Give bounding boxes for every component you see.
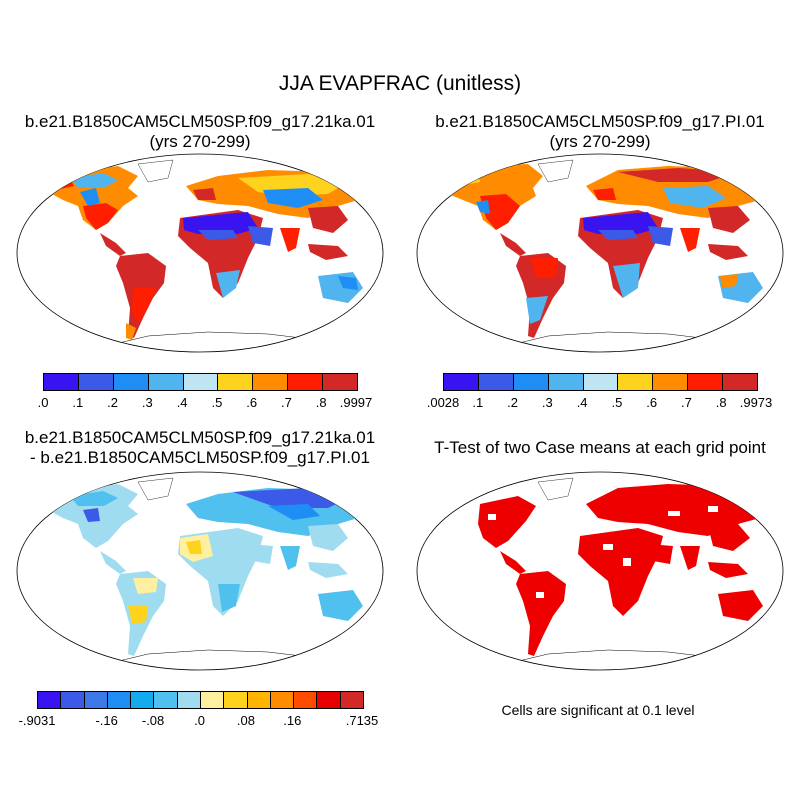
colorbar-tick-label: .08 [236,713,255,728]
panel-title-21ka-line2: (yrs 270-299) [149,132,251,151]
figure-title: JJA EVAPFRAC (unitless) [278,72,522,95]
land-field [438,159,766,349]
colorbar-tick-label: .2 [107,395,118,410]
colorbar-pi [443,373,758,391]
colorbar-segment [270,692,295,708]
colorbar-segment [38,692,62,708]
colorbar-tick-label: -.9031 [18,713,56,728]
significance-note: Cells are significant at 0.1 level [501,702,695,718]
colorbar-tick-label: .9973 [739,395,773,410]
panel-title-ttest: T-Test of two Case means at each grid po… [434,438,766,457]
colorbar-tick-label: .0 [37,395,49,410]
colorbar-segment [583,374,619,390]
colorbar-segment [688,374,724,390]
colorbar-tick-label: .5 [211,395,223,410]
panel-title-pi-line2: (yrs 270-299) [549,132,651,151]
colorbar-tick-label: .9997 [339,395,373,410]
colorbar-tick-label: .5 [611,395,623,410]
colorbar-segment [288,374,324,390]
panel-title-21ka: b.e21.B1850CAM5CLM50SP.f09_g17.21ka.01 (… [0,112,400,152]
map-difference [16,471,384,671]
land-field [48,477,363,667]
colorbar-segment [107,692,132,708]
colorbar-tick-label: .3 [541,395,553,410]
colorbar-tick-label: .6 [646,395,658,410]
colorbar-segment [723,374,758,390]
colorbar-segment [618,374,654,390]
colorbar-segment [548,374,584,390]
colorbar-segment [44,374,79,390]
colorbar-tick-label: .0028 [426,395,460,410]
colorbar-segment [177,692,201,708]
non-significant-cells [488,506,718,598]
colorbar-tick-label: -.08 [141,713,165,728]
colorbar-segment [113,374,149,390]
colorbar-segment [478,374,514,390]
colorbar-tick-label: .0 [194,713,205,728]
colorbar-tick-label: .4 [576,395,588,410]
colorbar-segment [323,374,358,390]
map-pi [416,153,784,353]
colorbar-tick-label: .8 [715,395,727,410]
colorbar-segment [653,374,689,390]
colorbar-tick-label: .2 [507,395,518,410]
colorbar-tick-label: .7 [281,395,292,410]
panel-title-21ka-line1: b.e21.B1850CAM5CLM50SP.f09_g17.21ka.01 [24,112,376,131]
colorbar-segment [444,374,479,390]
panel-title-difference-line2: - b.e21.B1850CAM5CLM50SP.f09_g17.PI.01 [30,448,370,467]
panel-title-difference-line1: b.e21.B1850CAM5CLM50SP.f09_g17.21ka.01 [24,428,376,447]
colorbar-segment [131,692,155,708]
colorbar-tick-label: .6 [246,395,258,410]
colorbar-tick-label: .7 [681,395,692,410]
panel-title-pi-line1: b.e21.B1850CAM5CLM50SP.f09_g17.PI.01 [435,112,765,131]
colorbar-tick-label: .1 [72,395,84,410]
colorbar-segment [218,374,254,390]
colorbar-segment [154,692,178,708]
colorbar-tick-label: .1 [472,395,484,410]
colorbar-tick-label: .16 [283,713,302,728]
colorbar-difference [37,691,364,709]
colorbar-tick-label: -.16 [95,713,118,728]
panel-title-difference: b.e21.B1850CAM5CLM50SP.f09_g17.21ka.01 -… [0,428,400,468]
colorbar-segment [294,692,318,708]
colorbar-segment [247,692,271,708]
map-ttest [416,471,784,671]
colorbar-tick-label: .8 [315,395,327,410]
colorbar-segment [317,692,341,708]
panel-title-pi: b.e21.B1850CAM5CLM50SP.f09_g17.PI.01 (yr… [400,112,800,152]
colorbar-segment [253,374,289,390]
significant-cells [478,484,766,656]
colorbar-segment [61,692,85,708]
greenland-outline [537,477,574,501]
colorbar-segment [340,692,363,708]
colorbar-segment [200,692,225,708]
colorbar-21ka [43,373,358,391]
colorbar-tick-label: .4 [176,395,188,410]
colorbar-tick-label: .3 [141,395,153,410]
colorbar-segment [78,374,114,390]
map-21ka [16,153,384,353]
colorbar-tick-label: .7135 [345,713,379,728]
colorbar-segment [224,692,248,708]
colorbar-segment [183,374,219,390]
colorbar-segment [84,692,108,708]
colorbar-segment [513,374,549,390]
colorbar-segment [148,374,184,390]
